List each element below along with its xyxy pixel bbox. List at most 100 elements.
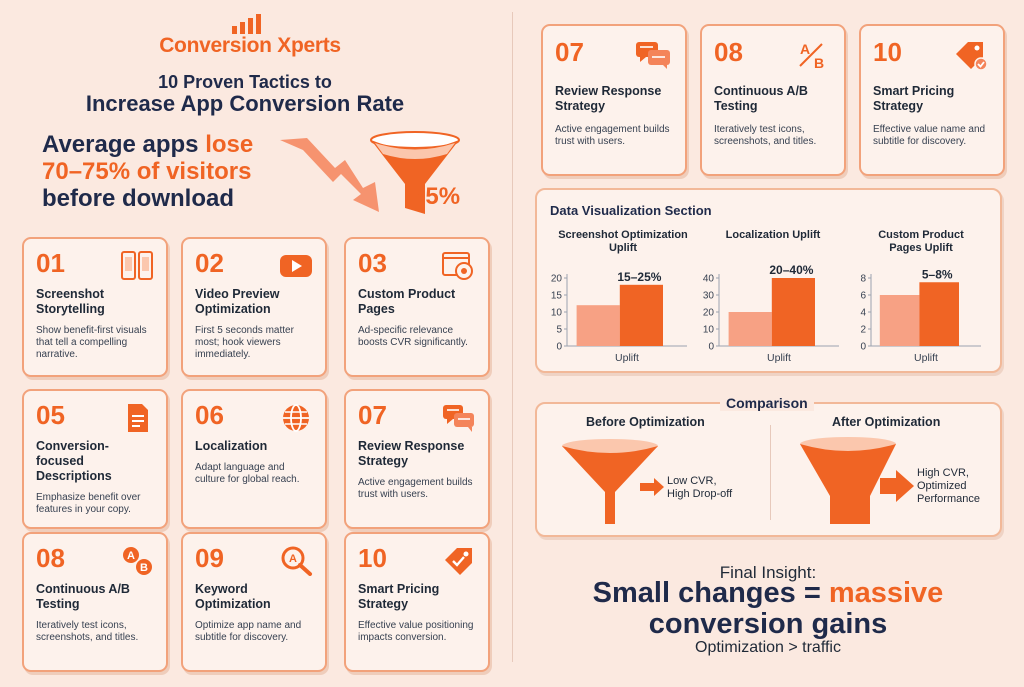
tactic-card-07: 07 Review Response Strategy Active engag… xyxy=(344,389,490,529)
y-tick-label: 40 xyxy=(703,274,715,285)
wide-funnel-icon xyxy=(800,437,914,524)
tactic-number: 01 xyxy=(36,248,65,278)
tactic-desc: Ad-specific relevance boosts CVR signifi… xyxy=(358,325,468,348)
headline-line2: Increase App Conversion Rate xyxy=(85,91,405,116)
y-tick-label: 15 xyxy=(551,291,563,302)
keyword-search-icon: A xyxy=(281,546,312,576)
document-icon xyxy=(128,404,148,432)
tactic-card-02: 02 Video Preview Optimization First 5 se… xyxy=(181,237,327,377)
tactic-desc: Active engagement builds trust with user… xyxy=(555,124,670,147)
tactic-title: Smart Pricing Strategy xyxy=(873,84,955,113)
visitor-loss-stat: Average apps lose 70–75% of visitors bef… xyxy=(42,131,254,212)
tactic-title: Keyword Optimization xyxy=(195,582,271,611)
after-optimization-title: After Optimization xyxy=(832,415,941,429)
x-axis-label: Uplift xyxy=(767,352,791,364)
bar-before xyxy=(728,312,772,346)
comparison-title: Comparison xyxy=(720,395,814,411)
headline-line1: 10 Proven Tactics to xyxy=(158,72,332,92)
price-tag-icon xyxy=(956,42,988,70)
tactic-desc: Emphasize benefit over features in your … xyxy=(36,492,141,515)
tactic-title: Continuous A/B Testing xyxy=(714,84,808,113)
tactic-card-10: 10 Smart Pricing Strategy Effective valu… xyxy=(344,532,490,672)
bar-after xyxy=(919,282,959,346)
before-optimization-title: Before Optimization xyxy=(586,415,705,429)
bar-after xyxy=(771,278,815,346)
data-viz-title: Data Visualization Section xyxy=(550,203,712,218)
top-card-10: 10 Smart Pricing Strategy Effective valu… xyxy=(859,24,1005,176)
tactic-title: Review Response Strategy xyxy=(555,84,662,113)
y-tick-label: 20 xyxy=(551,274,563,285)
tactic-title: Conversion-focused Descriptions xyxy=(36,439,112,483)
after-result-text: High CVR, Optimized Performance xyxy=(917,467,980,505)
tactic-number: 06 xyxy=(195,400,224,430)
drop-off-funnel-icon xyxy=(280,131,460,214)
y-tick-label: 0 xyxy=(860,342,866,353)
tactic-number: 08 xyxy=(714,37,743,67)
tactic-title: Continuous A/B Testing xyxy=(36,582,130,611)
y-tick-label: 5 xyxy=(556,325,562,336)
brand-name: Conversion Xperts xyxy=(159,34,341,57)
tactic-card-08: 08 A B Continuous A/B Testing Iterativel… xyxy=(22,532,168,672)
custom-pages-uplift-chart: 0 2 4 6 8 5–8% Uplift xyxy=(860,267,981,364)
bar-before xyxy=(879,295,920,346)
tactic-title: Video Preview Optimization xyxy=(195,287,280,316)
bar-chart-logo-icon xyxy=(232,14,261,34)
svg-text:A: A xyxy=(127,550,135,562)
play-video-icon xyxy=(280,255,312,277)
tactic-desc: Effective value positioning impacts conv… xyxy=(358,620,474,643)
y-tick-label: 2 xyxy=(860,325,866,336)
tactic-desc: Active engagement builds trust with user… xyxy=(358,477,473,500)
price-tag-icon xyxy=(445,548,472,575)
phone-screenshots-icon xyxy=(121,251,153,280)
column-divider xyxy=(512,12,513,662)
tactic-title: Screenshot Storytelling xyxy=(36,287,105,316)
tactic-number: 03 xyxy=(358,248,387,278)
svg-text:B: B xyxy=(140,562,148,574)
globe-icon xyxy=(283,404,309,432)
target-page-icon xyxy=(442,252,473,280)
tactic-number: 10 xyxy=(873,37,902,67)
tactic-card-01: 01 Screenshot Storytelling Show benefit-… xyxy=(22,237,168,377)
tactic-desc: Show benefit-first visuals that tell a c… xyxy=(36,325,147,360)
y-tick-label: 10 xyxy=(551,308,563,319)
tactic-number: 08 xyxy=(36,543,65,573)
top-card-08: 08 A B Continuous A/B Testing Iterativel… xyxy=(700,24,846,176)
tactic-title: Custom Product Pages xyxy=(358,287,456,316)
funnel-percent: 75% xyxy=(412,183,461,210)
tactic-card-03: 03 Custom Product Pages Ad-specific rele… xyxy=(344,237,490,377)
chart-title-custom-pages: Custom Product Pages Uplift xyxy=(878,229,964,254)
tactic-desc: First 5 seconds matter most; hook viewer… xyxy=(195,325,294,360)
tactic-card-05: 05 Conversion-focused Descriptions Empha… xyxy=(22,389,168,529)
chart-title-localization: Localization Uplift xyxy=(725,229,821,241)
svg-text:A: A xyxy=(289,553,297,565)
localization-uplift-chart: 0 10 20 30 40 20–40% Uplift xyxy=(703,263,839,364)
final-insight-label: Final Insight: xyxy=(719,563,817,582)
x-axis-label: Uplift xyxy=(615,352,639,364)
final-insight-tagline: Optimization > traffic xyxy=(695,639,841,656)
uplift-annotation: 20–40% xyxy=(769,263,813,277)
y-tick-label: 8 xyxy=(860,274,866,285)
ab-test-icon: A B xyxy=(123,547,152,575)
tactic-card-09: 09 A Keyword Optimization Optimize app n… xyxy=(181,532,327,672)
tactic-card-06: 06 Localization Adapt language and cultu… xyxy=(181,389,327,529)
screenshot-uplift-chart: 0 5 10 15 20 15–25% Uplift xyxy=(551,270,687,364)
tactic-number: 09 xyxy=(195,543,224,573)
tactic-number: 07 xyxy=(358,400,387,430)
ab-test-icon: A B xyxy=(799,41,824,70)
final-insight-headline: Small changes = massive conversion gains xyxy=(592,577,944,640)
y-tick-label: 20 xyxy=(703,308,715,319)
tactic-title: Smart Pricing Strategy xyxy=(358,582,440,611)
tactic-desc: Iteratively test icons, screenshots, and… xyxy=(714,124,817,147)
y-tick-label: 6 xyxy=(860,291,866,302)
uplift-annotation: 5–8% xyxy=(922,267,953,281)
tactic-number: 05 xyxy=(36,400,65,430)
bar-after xyxy=(619,284,663,346)
y-tick-label: 4 xyxy=(860,308,866,319)
tactic-desc: Adapt language and culture for global re… xyxy=(195,462,300,485)
y-tick-label: 30 xyxy=(703,291,715,302)
chat-bubbles-icon xyxy=(636,42,670,69)
uplift-annotation: 15–25% xyxy=(617,270,661,284)
y-tick-label: 10 xyxy=(703,325,715,336)
y-tick-label: 0 xyxy=(708,342,714,353)
narrow-funnel-icon xyxy=(562,439,664,524)
